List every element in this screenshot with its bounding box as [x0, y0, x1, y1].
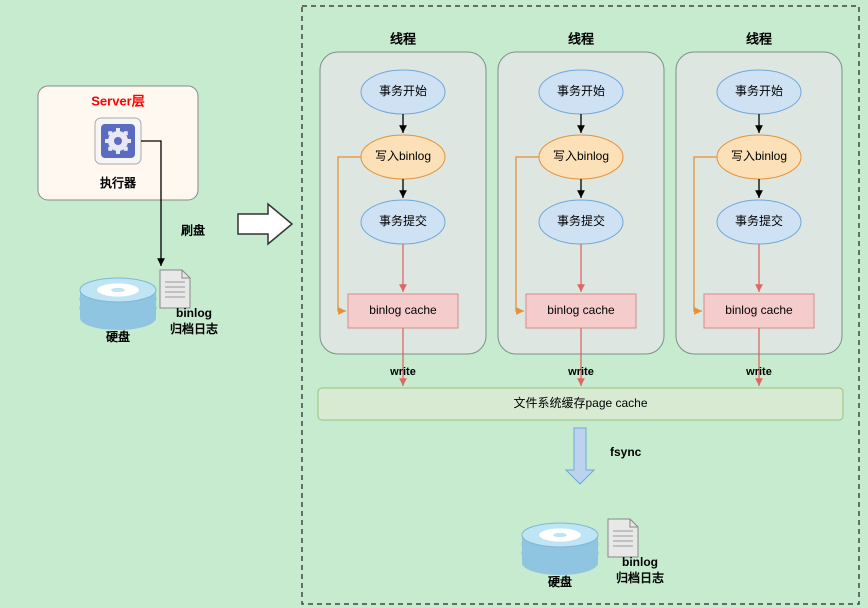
left-disk-icon [80, 278, 156, 330]
thread-title: 线程 [568, 31, 594, 46]
diagram-canvas: 线程事务开始写入binlog 事务提交 binlog cache write 线程事务开… [0, 0, 868, 608]
thread-title: 线程 [746, 31, 772, 46]
thread-title: 线程 [390, 31, 416, 46]
write-label: write [745, 366, 772, 378]
tx-commit-label: 事务提交 [735, 213, 783, 228]
fsync-label: fsync [610, 445, 642, 459]
bottom-disk-icon [522, 523, 598, 575]
binlog-cache-label: binlog cache [369, 303, 437, 317]
page-cache-label: 文件系统缓存page cache [513, 395, 647, 410]
write-binlog-label: 写入binlog [731, 149, 787, 163]
bottom-binlog-label: binlog [622, 555, 658, 569]
bottom-archive-label: 归档日志 [616, 570, 664, 585]
left-disk-label: 硬盘 [106, 329, 130, 344]
bottom-disk-label: 硬盘 [548, 574, 572, 589]
tx-commit-label: 事务提交 [557, 213, 605, 228]
left-archive-label: 归档日志 [170, 321, 218, 336]
tx-begin-label: 事务开始 [557, 83, 605, 98]
write-binlog-label: 写入binlog [375, 149, 431, 163]
disk-action-label: 刷盘 [181, 223, 205, 238]
fsync-arrow [566, 428, 594, 484]
server-label: Server层 [91, 93, 144, 108]
write-label: write [389, 366, 416, 378]
binlog-doc-icon [160, 270, 190, 308]
tx-commit-label: 事务提交 [379, 213, 427, 228]
left-binlog-label: binlog [176, 306, 212, 320]
tx-begin-label: 事务开始 [735, 83, 783, 98]
write-binlog-label: 写入binlog [553, 149, 609, 163]
binlog-doc-icon [608, 519, 638, 557]
binlog-cache-label: binlog cache [725, 303, 793, 317]
write-label: write [567, 366, 594, 378]
binlog-cache-label: binlog cache [547, 303, 615, 317]
big-arrow-icon [238, 204, 292, 244]
executor-label: 执行器 [100, 175, 137, 190]
tx-begin-label: 事务开始 [379, 83, 427, 98]
